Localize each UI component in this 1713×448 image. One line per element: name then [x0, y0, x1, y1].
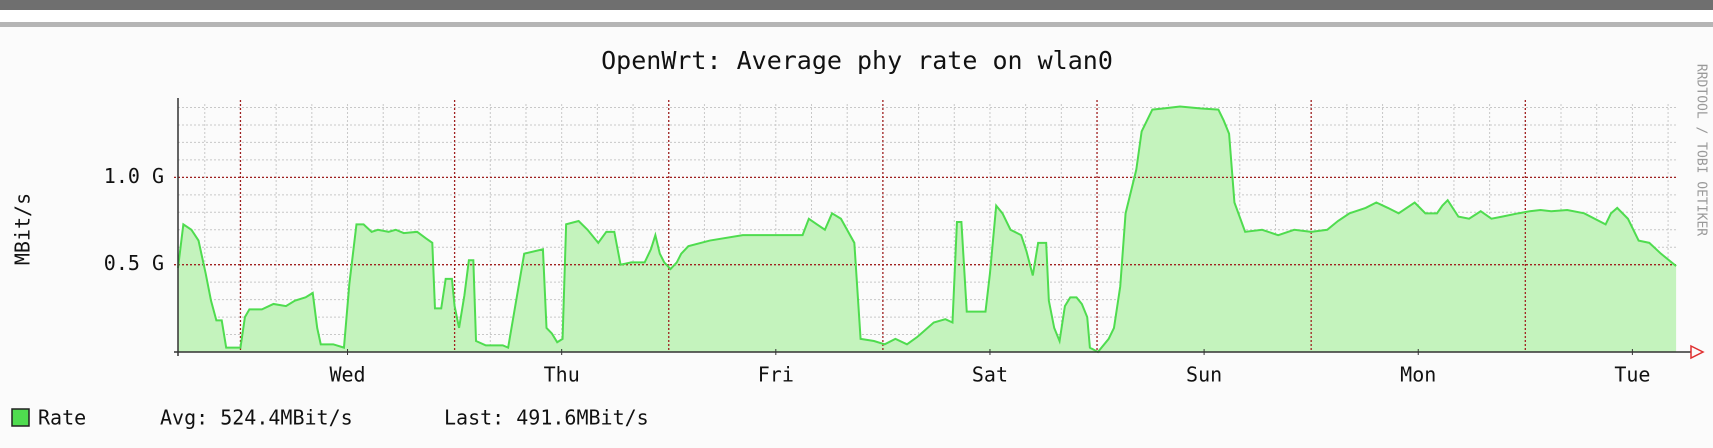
- top-gap: [0, 10, 1713, 22]
- x-tick-label: Wed: [329, 363, 365, 387]
- legend-swatch: [11, 408, 30, 427]
- top-bar-light: [0, 22, 1713, 27]
- legend-label: Rate: [38, 406, 86, 430]
- x-tick-label: Thu: [544, 363, 580, 387]
- x-tick-label: Tue: [1614, 363, 1650, 387]
- x-tick-label: Fri: [758, 363, 794, 387]
- y-tick-label: 1.0 G: [104, 164, 164, 188]
- chart-title: OpenWrt: Average phy rate on wlan0: [601, 46, 1113, 75]
- x-axis-arrow: [1690, 344, 1705, 360]
- y-axis-label: MBit/s: [11, 193, 35, 265]
- area-fill: [178, 106, 1677, 352]
- x-tick-label: Sat: [972, 363, 1008, 387]
- legend-stat: Avg: 524.4MBit/s: [160, 406, 353, 430]
- top-bar: [0, 0, 1713, 10]
- rate-line: [177, 105, 1677, 354]
- y-tick-label: 0.5 G: [104, 251, 164, 275]
- x-tick-label: Sun: [1186, 363, 1222, 387]
- x-tick-label: Mon: [1400, 363, 1436, 387]
- watermark: RRDTOOL / TOBI OETIKER: [1694, 64, 1709, 236]
- legend-stat: Last: 491.6MBit/s: [444, 406, 649, 430]
